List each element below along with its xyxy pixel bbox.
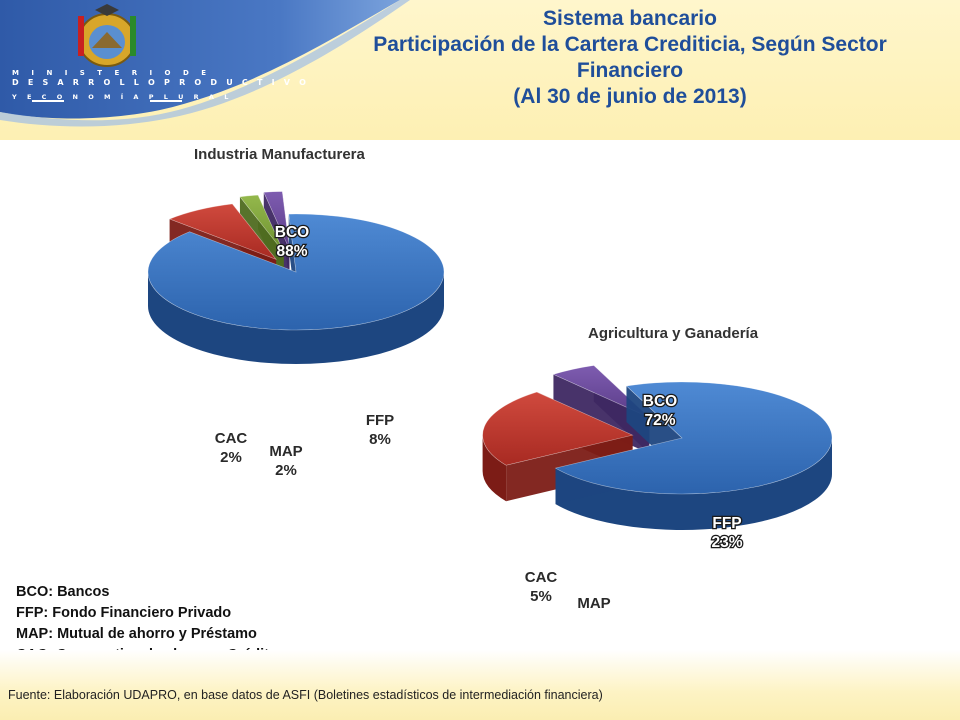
pie1-label-map: MAP xyxy=(269,443,302,460)
pie2-top-cac xyxy=(552,365,650,418)
pie-agricultura: BCO 72% FFP 23% MAP CAC 5% xyxy=(482,365,833,612)
pie1-rim-bco xyxy=(148,272,444,364)
pie1-label-bco: BCO xyxy=(275,224,309,241)
ministry-line-2: D E S A R R O L L O P R O D U C T I V O xyxy=(12,78,310,87)
pie2-rim-ffp xyxy=(482,435,507,502)
pie1-label-ffp: FFP xyxy=(366,412,394,429)
title-line-1: Sistema bancario xyxy=(543,7,717,30)
pie1-top-cac xyxy=(263,191,290,250)
page-title: Sistema bancario Participación de la Car… xyxy=(340,6,920,110)
title-line-3: Financiero xyxy=(576,59,684,82)
pie1-slice-bco xyxy=(147,213,445,364)
pie2-top-bco xyxy=(554,381,833,495)
pie2-rim-bco xyxy=(555,438,832,531)
coat-of-arms-logo xyxy=(32,4,182,102)
title-line-4: (Al 30 de junio de 2013) xyxy=(513,85,747,108)
chart-2-title: Agricultura y Ganadería xyxy=(588,325,759,342)
pie1-top-map xyxy=(239,194,285,253)
pie-industria: BCO 88% FFP 8% MAP 2% CAC 2% xyxy=(147,191,445,479)
pie2-label-ffp: FFP xyxy=(712,515,741,532)
pie1-value-cac: 2% xyxy=(220,449,242,466)
legend-ffp: FFP: Fondo Financiero Privado xyxy=(16,605,232,621)
pie1-top-bco xyxy=(147,213,445,331)
pie1-value-ffp: 8% xyxy=(369,431,391,448)
source-note: Fuente: Elaboración UDAPRO, en base dato… xyxy=(8,688,603,702)
pie2-label-bco: BCO xyxy=(643,393,677,410)
pie-charts-canvas: BCO 88% FFP 8% MAP 2% CAC 2% BCO 72% FFP 23% MAP CAC… xyxy=(147,191,833,612)
pie2-value-bco: 72% xyxy=(644,412,675,429)
legend-bco: BCO: Bancos xyxy=(16,584,110,600)
pie1-label-cac: CAC xyxy=(215,430,248,447)
pie1-top-ffp xyxy=(168,203,277,260)
legend-map: MAP: Mutual de ahorro y Préstamo xyxy=(16,626,257,642)
ministry-line-1: M I N I S T E R I O D E xyxy=(12,69,211,77)
ministry-line-3: Y E C O N O M Í A P L U R A L xyxy=(12,93,233,101)
header-band: M I N I S T E R I O D E D E S A R R O L … xyxy=(0,0,960,140)
footer-band xyxy=(0,650,960,720)
pie2-value-ffp: 23% xyxy=(711,534,742,551)
pie2-slice-bco xyxy=(554,381,833,531)
pie2-label-cac: CAC xyxy=(525,569,558,586)
title-line-2: Participación de la Cartera Crediticia, … xyxy=(373,33,887,56)
chart-1-title: Industria Manufacturera xyxy=(194,146,365,163)
pie2-top-ffp xyxy=(482,391,634,466)
pie2-label-map: MAP xyxy=(577,595,610,612)
pie2-value-cac: 5% xyxy=(530,588,552,605)
pie1-value-bco: 88% xyxy=(276,243,307,260)
pie1-value-map: 2% xyxy=(275,462,297,479)
